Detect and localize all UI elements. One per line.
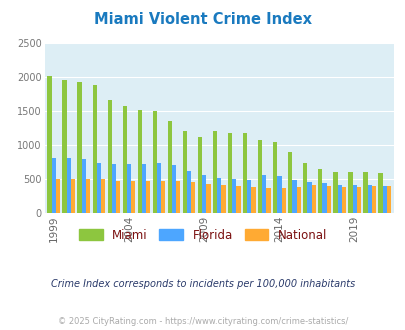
Bar	[258, 141, 262, 213]
Bar	[111, 164, 116, 213]
Bar	[281, 188, 285, 213]
Bar	[347, 172, 352, 213]
Bar	[71, 179, 75, 213]
Bar	[182, 131, 187, 213]
Bar	[367, 185, 371, 213]
Bar	[311, 185, 315, 213]
Bar	[47, 76, 51, 213]
Bar	[352, 185, 356, 213]
Bar	[221, 185, 225, 213]
Bar	[212, 131, 217, 213]
Bar	[202, 175, 206, 213]
Bar	[217, 178, 221, 213]
Bar	[107, 100, 111, 213]
Bar	[187, 171, 191, 213]
Bar	[356, 187, 360, 213]
Bar	[152, 111, 157, 213]
Bar	[131, 181, 135, 213]
Bar	[228, 133, 232, 213]
Bar	[157, 163, 161, 213]
Bar	[137, 110, 141, 213]
Bar	[101, 179, 105, 213]
Bar	[296, 187, 300, 213]
Bar	[382, 186, 386, 213]
Bar	[172, 165, 176, 213]
Bar	[371, 186, 375, 213]
Bar	[236, 186, 240, 213]
Bar	[77, 82, 81, 213]
Bar	[251, 187, 255, 213]
Bar	[197, 137, 202, 213]
Bar	[141, 164, 146, 213]
Bar	[266, 188, 270, 213]
Bar	[362, 172, 367, 213]
Bar	[167, 121, 172, 213]
Bar	[377, 173, 382, 213]
Bar	[96, 163, 101, 213]
Bar	[62, 80, 66, 213]
Bar	[92, 85, 96, 213]
Bar	[386, 186, 390, 213]
Bar	[86, 179, 90, 213]
Bar	[232, 179, 236, 213]
Bar	[318, 169, 322, 213]
Bar	[303, 163, 307, 213]
Text: © 2025 CityRating.com - https://www.cityrating.com/crime-statistics/: © 2025 CityRating.com - https://www.city…	[58, 317, 347, 326]
Bar	[307, 182, 311, 213]
Bar	[122, 106, 126, 213]
Text: Crime Index corresponds to incidents per 100,000 inhabitants: Crime Index corresponds to incidents per…	[51, 279, 354, 289]
Bar	[191, 182, 195, 213]
Bar	[126, 164, 131, 213]
Bar	[243, 133, 247, 213]
Bar	[66, 158, 71, 213]
Bar	[341, 187, 345, 213]
Bar	[326, 186, 330, 213]
Bar	[277, 176, 281, 213]
Bar	[81, 159, 86, 213]
Bar	[337, 185, 341, 213]
Bar	[247, 180, 251, 213]
Text: Miami Violent Crime Index: Miami Violent Crime Index	[94, 12, 311, 26]
Bar	[273, 143, 277, 213]
Bar	[292, 180, 296, 213]
Bar	[288, 152, 292, 213]
Bar	[116, 181, 120, 213]
Bar	[262, 175, 266, 213]
Bar	[333, 172, 337, 213]
Bar	[176, 181, 180, 213]
Bar	[55, 179, 60, 213]
Legend: Miami, Florida, National: Miami, Florida, National	[74, 224, 331, 247]
Bar	[322, 183, 326, 213]
Bar	[206, 183, 210, 213]
Bar	[51, 158, 55, 213]
Bar	[146, 181, 150, 213]
Bar	[161, 181, 165, 213]
